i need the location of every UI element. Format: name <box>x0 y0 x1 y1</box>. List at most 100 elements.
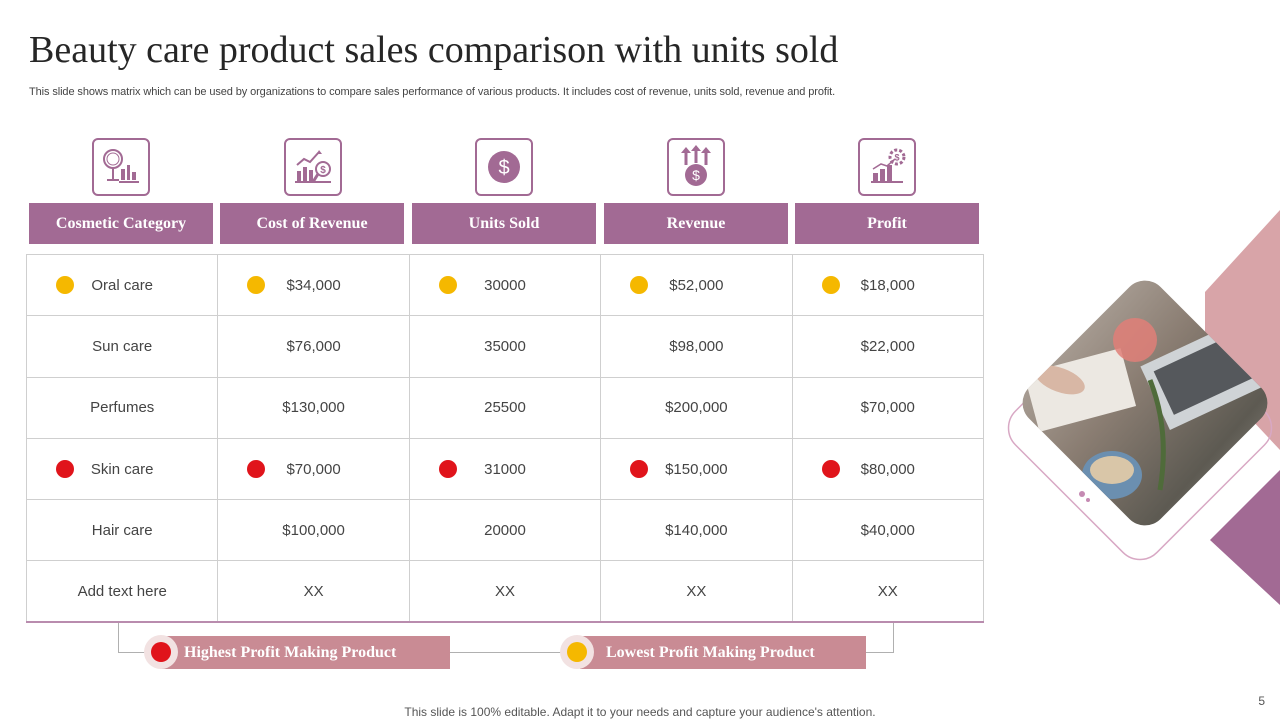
cell-profit: XX <box>791 560 985 624</box>
cell-value: XX <box>303 582 324 600</box>
yellow-marker-icon <box>438 276 457 295</box>
cell-units-sold: 35000 <box>408 315 602 378</box>
cell-category: Oral care <box>25 253 219 317</box>
cell-units-sold: 20000 <box>408 499 602 562</box>
cell-value: 20000 <box>484 521 526 539</box>
cell-value: $70,000 <box>286 460 341 478</box>
svg-text:$: $ <box>320 165 326 176</box>
red-marker-icon <box>56 460 74 479</box>
table-row: Oral care $34,000 30000 $52,000 $18,000 <box>25 253 985 317</box>
column-header-profit: Profit <box>795 203 979 244</box>
cell-value: Oral care <box>91 276 154 294</box>
cell-value: $80,000 <box>860 460 915 478</box>
profit-chart-icon: $ <box>858 138 916 196</box>
cell-value: Add text here <box>77 582 167 600</box>
column-header-units-sold: Units Sold <box>412 203 596 244</box>
cell-category: Add text here <box>25 560 219 624</box>
cell-value: $40,000 <box>860 521 915 539</box>
cell-value: 30000 <box>484 276 526 294</box>
column-header-revenue: Revenue <box>604 203 788 244</box>
red-marker-icon <box>821 460 840 479</box>
revenue-growth-icon: $ <box>667 138 725 196</box>
cell-value: $200,000 <box>665 399 728 417</box>
svg-text:$: $ <box>692 167 700 183</box>
svg-text:$: $ <box>894 153 899 163</box>
cell-value: XX <box>494 582 515 600</box>
yellow-marker-icon <box>247 276 266 295</box>
chart-analysis-icon: $ <box>284 138 342 196</box>
cell-value: Hair care <box>91 521 153 539</box>
table-row: Skin care $70,000 31000 $150,000 $80,000 <box>25 437 985 501</box>
legend-highest-label: Highest Profit Making Product <box>184 643 397 661</box>
cell-value: $130,000 <box>282 399 345 417</box>
dollar-coin-icon: $ <box>475 138 533 196</box>
cell-units-sold: 31000 <box>408 437 602 501</box>
cell-value: $140,000 <box>665 521 728 539</box>
cell-value: XX <box>877 582 898 600</box>
table-row: Add text here XX XX XX XX <box>25 560 985 624</box>
cell-value: 35000 <box>484 337 526 355</box>
cell-revenue: $150,000 <box>600 437 793 501</box>
cell-value: $52,000 <box>669 276 724 294</box>
cell-cost-of-revenue: $70,000 <box>217 437 410 501</box>
table-row: Perfumes $130,000 25500 $200,000 $70,000 <box>25 376 985 439</box>
column-header-cost-of-revenue: Cost of Revenue <box>220 203 404 244</box>
cell-value: XX <box>686 582 707 600</box>
legend-highest-profit: Highest Profit Making Product <box>160 636 450 669</box>
cell-cost-of-revenue: $76,000 <box>217 315 410 378</box>
cell-profit: $40,000 <box>791 499 985 562</box>
column-header-category: Cosmetic Category <box>29 203 213 244</box>
cell-profit: $80,000 <box>791 437 985 501</box>
cell-value: Skin care <box>90 460 154 478</box>
table-row: Hair care $100,000 20000 $140,000 $40,000 <box>25 499 985 562</box>
sales-matrix-table: Oral care $34,000 30000 $52,000 $18,000 Sun c… <box>25 253 985 624</box>
cell-value: $150,000 <box>665 460 728 478</box>
yellow-marker-icon <box>821 276 840 295</box>
legend-lowest-profit: Lowest Profit Making Product <box>580 636 866 669</box>
red-marker-icon <box>247 460 266 479</box>
cell-category: Skin care <box>25 437 219 501</box>
cell-value: $22,000 <box>860 337 915 355</box>
footer-note: This slide is 100% editable. Adapt it to… <box>404 705 876 719</box>
yellow-marker-icon <box>56 276 74 295</box>
cell-cost-of-revenue: $100,000 <box>217 499 410 562</box>
red-marker-icon <box>438 460 457 479</box>
cell-value: $76,000 <box>286 337 341 355</box>
decorative-photo-diamond <box>1007 210 1280 605</box>
cell-value: 31000 <box>484 460 526 478</box>
cell-units-sold: XX <box>408 560 602 624</box>
cell-value: $18,000 <box>860 276 915 294</box>
cell-units-sold: 25500 <box>408 376 602 439</box>
cell-category: Hair care <box>25 499 219 562</box>
legend-red-marker <box>144 635 178 669</box>
red-marker-icon <box>630 460 649 479</box>
cell-profit: $70,000 <box>791 376 985 439</box>
cell-units-sold: 30000 <box>408 253 602 317</box>
svg-text:$: $ <box>498 157 509 179</box>
cell-value: $34,000 <box>286 276 341 294</box>
cell-cost-of-revenue: $130,000 <box>217 376 410 439</box>
mirror-cosmetics-icon <box>92 138 150 196</box>
cell-revenue: $200,000 <box>600 376 793 439</box>
legend-yellow-marker <box>560 635 594 669</box>
page-number: 5 <box>1258 694 1265 708</box>
table-row: Sun care $76,000 35000 $98,000 $22,000 <box>25 315 985 378</box>
legend-bracket <box>118 623 894 653</box>
page-title: Beauty care product sales comparison wit… <box>29 29 839 71</box>
cell-profit: $18,000 <box>791 253 985 317</box>
yellow-marker-icon <box>630 276 649 295</box>
legend-lowest-label: Lowest Profit Making Product <box>606 643 815 661</box>
cell-value: Perfumes <box>90 399 155 417</box>
cell-value: $70,000 <box>860 399 915 417</box>
cell-revenue: $140,000 <box>600 499 793 562</box>
cell-value: Sun care <box>92 337 153 355</box>
cell-cost-of-revenue: $34,000 <box>217 253 410 317</box>
cell-revenue: $52,000 <box>600 253 793 317</box>
cell-revenue: $98,000 <box>600 315 793 378</box>
cell-value: 25500 <box>484 399 526 417</box>
cell-revenue: XX <box>600 560 793 624</box>
cell-value: $100,000 <box>282 521 345 539</box>
cell-category: Perfumes <box>25 376 219 439</box>
cell-profit: $22,000 <box>791 315 985 378</box>
page-subtitle: This slide shows matrix which can be use… <box>29 86 836 98</box>
